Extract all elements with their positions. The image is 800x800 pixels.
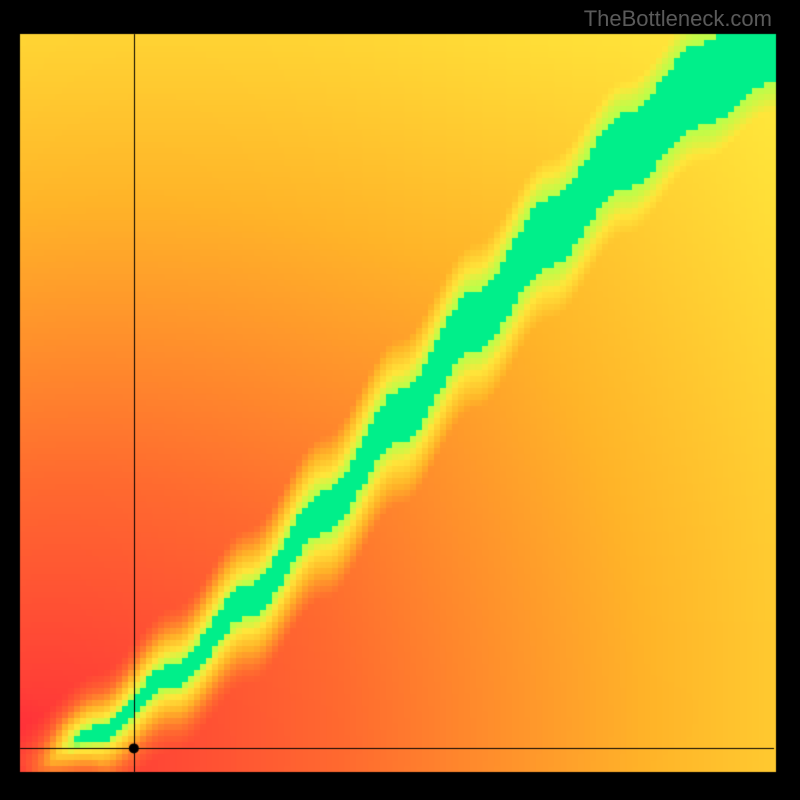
watermark-text: TheBottleneck.com	[584, 6, 772, 32]
chart-container: TheBottleneck.com	[0, 0, 800, 800]
bottleneck-heatmap	[0, 0, 800, 800]
